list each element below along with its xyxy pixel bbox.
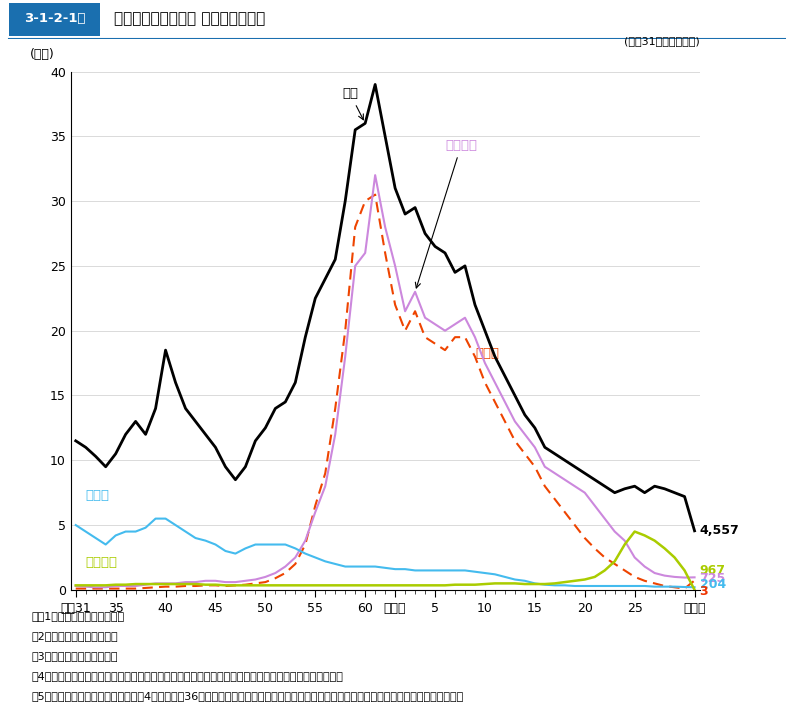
Text: 3-1-2-1図: 3-1-2-1図 xyxy=(24,12,86,25)
Text: 3: 3 xyxy=(700,586,708,598)
Text: 2　犯行時の年齢による。: 2 犯行時の年齢による。 xyxy=(31,631,118,641)
Text: 毒劇法: 毒劇法 xyxy=(475,347,499,360)
Text: 4　「薬物犯罪」は，覚醒剤取締法，大麻取締法，麻腥取締法，あへん法及び毒劇法の各違反をいう。: 4 「薬物犯罪」は，覚醒剤取締法，大麻取締法，麻腥取締法，あへん法及び毒劇法の各… xyxy=(31,671,343,681)
Text: 薬物犯罪: 薬物犯罪 xyxy=(415,139,477,288)
Text: 3　触法少年を含まない。: 3 触法少年を含まない。 xyxy=(31,651,118,661)
Text: 総数: 総数 xyxy=(342,87,363,119)
FancyBboxPatch shape xyxy=(9,3,100,36)
Text: 注　1　警察庁の統計による。: 注 1 警察庁の統計による。 xyxy=(31,611,124,621)
Text: (千人): (千人) xyxy=(30,48,54,61)
Text: 4,557: 4,557 xyxy=(700,524,740,537)
Text: 204: 204 xyxy=(700,578,725,591)
Text: 5　平成１５年までは道路交通関係4法令（昭和36年までは道路交通取締法を含む。）違反を除き，平成１６年以降は交通法令違反を除く。: 5 平成１５年までは道路交通関係4法令（昭和36年までは道路交通取締法を含む。）… xyxy=(31,691,464,701)
Text: 少年による特別法範 検挙人員の推移: 少年による特別法範 検挙人員の推移 xyxy=(114,11,265,26)
Text: (昭和31年～令和元年): (昭和31年～令和元年) xyxy=(624,36,700,46)
Text: 725: 725 xyxy=(700,572,725,585)
Text: 967: 967 xyxy=(700,564,725,577)
Text: 銃刀法: 銃刀法 xyxy=(86,489,110,502)
Text: 軽犯罪法: 軽犯罪法 xyxy=(86,556,118,569)
